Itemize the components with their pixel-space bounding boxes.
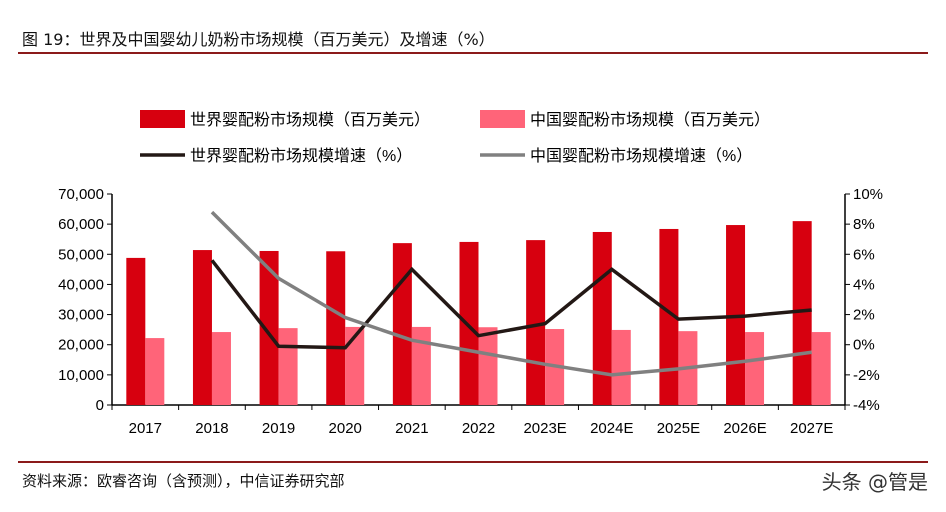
- figure-title: 图 19：世界及中国婴幼儿奶粉市场规模（百万美元）及增速（%）: [22, 30, 495, 49]
- x-tick-label: 2017: [129, 420, 162, 437]
- x-tick-label: 2020: [329, 420, 362, 437]
- legend-label: 中国婴配粉市场规模增速（%）: [530, 147, 752, 165]
- right-tick-label: 4%: [853, 276, 875, 293]
- left-tick-label: 60,000: [58, 216, 104, 233]
- line-world-growth: [210, 259, 812, 350]
- bottom-rule: [18, 461, 928, 463]
- bar-china: [345, 326, 365, 405]
- bar-world: [326, 251, 346, 405]
- left-tick-label: 0: [96, 397, 104, 414]
- left-tick-label: 40,000: [58, 276, 104, 293]
- left-tick-label: 70,000: [58, 186, 104, 203]
- right-tick-label: 10%: [853, 186, 883, 203]
- bar-china: [611, 329, 631, 405]
- bar-world: [392, 243, 412, 405]
- legend-label: 世界婴配粉市场规模（百万美元）: [190, 111, 430, 129]
- x-tick-label: 2019: [262, 420, 295, 437]
- bar-world: [259, 250, 279, 405]
- bar-china: [145, 338, 165, 405]
- bar-world: [459, 241, 479, 405]
- bar-world: [659, 228, 679, 405]
- x-tick-label: 2022: [462, 420, 495, 437]
- right-tick-label: 0%: [853, 337, 875, 354]
- left-tick-label: 20,000: [58, 337, 104, 354]
- left-tick-label: 30,000: [58, 307, 104, 324]
- bar-world: [192, 250, 212, 405]
- legend-label: 中国婴配粉市场规模（百万美元）: [530, 111, 770, 129]
- line-china-growth: [210, 210, 812, 377]
- legend-swatch: [140, 110, 185, 128]
- watermark: 头条 @管是: [821, 470, 928, 494]
- right-tick-label: -4%: [853, 397, 880, 414]
- source-note: 资料来源：欧睿咨询（含预测），中信证券研究部: [22, 472, 345, 490]
- top-rule: [18, 52, 928, 54]
- x-tick-label: 2021: [395, 420, 428, 437]
- bar-china: [211, 332, 231, 405]
- bar-world: [126, 257, 146, 405]
- left-tick-label: 10,000: [58, 367, 104, 384]
- bar-china: [278, 328, 298, 405]
- right-tick-label: 6%: [853, 246, 875, 263]
- x-tick-label: 2024E: [590, 420, 633, 437]
- right-tick-label: 8%: [853, 216, 875, 233]
- right-tick-label: -2%: [853, 367, 880, 384]
- x-tick-label: 2026E: [723, 420, 766, 437]
- bar-china: [811, 332, 831, 405]
- x-tick-label: 2027E: [790, 420, 833, 437]
- bar-china: [478, 327, 498, 405]
- bar-world: [592, 231, 612, 405]
- bar-world: [792, 221, 812, 405]
- bar-china: [411, 326, 431, 405]
- x-tick-label: 2023E: [523, 420, 566, 437]
- legend-swatch: [480, 110, 525, 128]
- bar-china: [745, 332, 765, 405]
- left-tick-label: 50,000: [58, 246, 104, 263]
- x-tick-label: 2018: [195, 420, 228, 437]
- x-tick-label: 2025E: [657, 420, 700, 437]
- legend-label: 世界婴配粉市场规模增速（%）: [190, 147, 412, 165]
- right-tick-label: 2%: [853, 307, 875, 324]
